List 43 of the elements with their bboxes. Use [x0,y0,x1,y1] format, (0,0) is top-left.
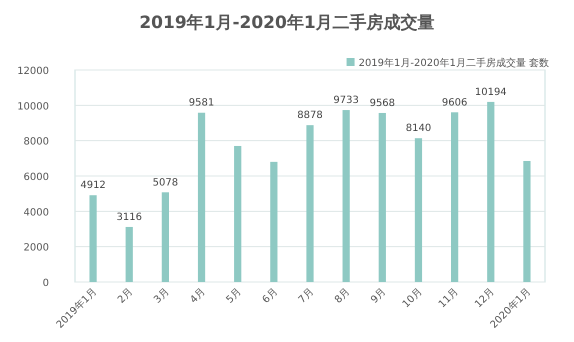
bar [378,112,386,282]
x-tick-label: 4月 [188,286,208,306]
bar [234,146,242,282]
x-tick-label: 11月 [436,286,461,310]
bar [198,112,206,282]
data-label: 10194 [474,86,507,98]
y-tick-label: 10000 [17,101,49,112]
bar [306,125,314,282]
legend-label: 2019年1月-2020年1月二手房成交量 套数 [358,57,549,69]
data-label: 9606 [442,97,468,108]
y-tick-label: 2000 [24,242,49,254]
bar [89,195,97,282]
bar [342,110,350,282]
x-tick-label: 2月 [116,286,136,306]
bar [162,192,169,282]
data-label: 3116 [116,212,142,223]
chart-title: 2019年1月-2020年1月二手房成交量 [139,13,435,33]
y-tick-label: 12000 [17,66,49,77]
data-label: 8878 [297,110,323,122]
y-tick-label: 8000 [24,136,49,148]
x-tick-label: 8月 [332,286,352,306]
bar [414,138,422,282]
data-label: 9733 [333,95,359,106]
data-label: 8140 [406,123,432,134]
y-tick-label: 0 [42,278,49,289]
x-tick-label: 9月 [369,286,388,306]
bar [487,102,494,282]
y-tick-label: 4000 [24,207,49,218]
x-tick-label: 3月 [152,286,172,306]
bar [126,226,133,282]
x-tick-label: 10月 [400,286,425,310]
x-tick-label: 12月 [473,286,497,310]
data-label: 9581 [188,98,214,109]
data-label: 9568 [370,98,396,109]
x-tick-label: 7月 [296,286,316,306]
y-tick-label: 6000 [24,172,49,183]
bar [270,162,278,282]
x-tick-label: 6月 [260,286,280,306]
bar [523,160,531,282]
x-tick-label: 5月 [224,286,244,306]
data-label: 4912 [80,180,106,192]
data-label: 5078 [152,177,178,188]
bar [451,112,458,282]
